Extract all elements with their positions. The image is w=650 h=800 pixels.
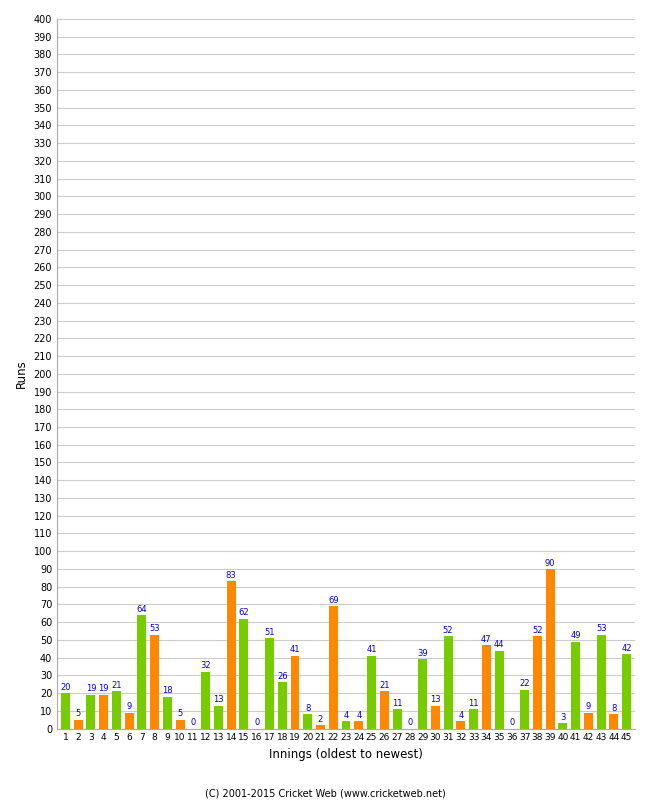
Bar xyxy=(291,656,300,729)
Bar xyxy=(265,638,274,729)
Bar xyxy=(86,695,96,729)
Text: 0: 0 xyxy=(407,718,413,727)
Text: 52: 52 xyxy=(443,626,453,635)
Bar xyxy=(469,709,478,729)
Text: 42: 42 xyxy=(621,644,632,653)
Bar xyxy=(495,650,504,729)
Bar xyxy=(584,713,593,729)
Text: 41: 41 xyxy=(290,646,300,654)
Bar xyxy=(431,706,440,729)
Text: 83: 83 xyxy=(226,571,237,580)
Text: 5: 5 xyxy=(75,710,81,718)
Text: 19: 19 xyxy=(98,685,109,694)
Bar xyxy=(239,618,248,729)
Bar xyxy=(61,693,70,729)
Bar xyxy=(533,636,542,729)
X-axis label: Innings (oldest to newest): Innings (oldest to newest) xyxy=(269,748,423,761)
Bar xyxy=(456,722,465,729)
Text: 22: 22 xyxy=(519,679,530,688)
Bar xyxy=(546,569,554,729)
Bar xyxy=(304,714,312,729)
Text: 32: 32 xyxy=(200,662,211,670)
Bar xyxy=(418,659,427,729)
Text: 21: 21 xyxy=(379,681,389,690)
Bar xyxy=(316,725,325,729)
Text: 47: 47 xyxy=(481,634,491,644)
Text: 8: 8 xyxy=(305,704,311,713)
Text: 39: 39 xyxy=(417,649,428,658)
Text: 52: 52 xyxy=(532,626,543,635)
Text: 69: 69 xyxy=(328,596,339,605)
Bar xyxy=(176,720,185,729)
Text: 4: 4 xyxy=(356,711,361,720)
Text: (C) 2001-2015 Cricket Web (www.cricketweb.net): (C) 2001-2015 Cricket Web (www.cricketwe… xyxy=(205,788,445,798)
Text: 11: 11 xyxy=(392,698,402,708)
Text: 2: 2 xyxy=(318,714,323,724)
Text: 18: 18 xyxy=(162,686,173,695)
Text: 49: 49 xyxy=(571,631,581,640)
Text: 9: 9 xyxy=(586,702,591,711)
Bar xyxy=(367,656,376,729)
Bar xyxy=(443,636,452,729)
Text: 4: 4 xyxy=(343,711,348,720)
Bar xyxy=(214,706,223,729)
Bar xyxy=(112,691,121,729)
Text: 62: 62 xyxy=(239,608,249,617)
Text: 44: 44 xyxy=(494,640,504,649)
Text: 26: 26 xyxy=(277,672,287,681)
Bar xyxy=(558,723,567,729)
Text: 53: 53 xyxy=(596,624,606,633)
Bar xyxy=(354,722,363,729)
Text: 13: 13 xyxy=(213,695,224,704)
Bar xyxy=(202,672,210,729)
Bar xyxy=(329,606,338,729)
Bar xyxy=(622,654,631,729)
Bar xyxy=(341,722,350,729)
Text: 11: 11 xyxy=(469,698,479,708)
Text: 0: 0 xyxy=(509,718,515,727)
Text: 5: 5 xyxy=(177,710,183,718)
Bar xyxy=(73,720,83,729)
Text: 8: 8 xyxy=(611,704,617,713)
Bar xyxy=(610,714,618,729)
Bar xyxy=(571,642,580,729)
Text: 41: 41 xyxy=(367,646,377,654)
Text: 9: 9 xyxy=(127,702,132,711)
Bar xyxy=(125,713,134,729)
Bar xyxy=(380,691,389,729)
Text: 64: 64 xyxy=(136,605,147,614)
Bar xyxy=(520,690,529,729)
Bar xyxy=(163,697,172,729)
Bar xyxy=(393,709,402,729)
Text: 4: 4 xyxy=(458,711,463,720)
Text: 20: 20 xyxy=(60,682,71,692)
Bar xyxy=(137,615,146,729)
Text: 19: 19 xyxy=(86,685,96,694)
Bar xyxy=(150,634,159,729)
Text: 0: 0 xyxy=(190,718,196,727)
Y-axis label: Runs: Runs xyxy=(15,359,28,388)
Bar xyxy=(482,646,491,729)
Text: 21: 21 xyxy=(111,681,122,690)
Text: 3: 3 xyxy=(560,713,566,722)
Bar xyxy=(597,634,606,729)
Bar xyxy=(99,695,108,729)
Text: 51: 51 xyxy=(264,628,275,637)
Text: 53: 53 xyxy=(150,624,160,633)
Text: 0: 0 xyxy=(254,718,259,727)
Text: 90: 90 xyxy=(545,558,555,567)
Bar xyxy=(278,682,287,729)
Bar xyxy=(227,582,236,729)
Text: 13: 13 xyxy=(430,695,441,704)
